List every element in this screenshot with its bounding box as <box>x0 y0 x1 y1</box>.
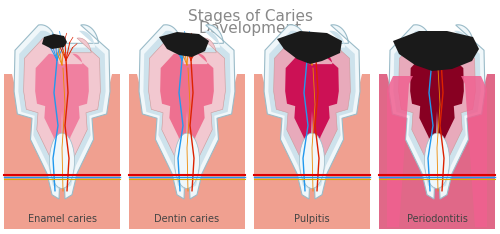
Polygon shape <box>144 31 231 189</box>
Polygon shape <box>160 54 214 151</box>
Polygon shape <box>254 74 370 229</box>
Text: Development: Development <box>198 21 302 36</box>
Text: Periodontitis: Periodontitis <box>406 214 468 224</box>
Ellipse shape <box>50 133 74 188</box>
Polygon shape <box>285 54 339 151</box>
Ellipse shape <box>174 133 200 188</box>
Text: Enamel caries: Enamel caries <box>28 214 96 224</box>
Text: Pulpitis: Pulpitis <box>294 214 330 224</box>
Polygon shape <box>129 74 245 229</box>
Polygon shape <box>379 174 495 229</box>
Polygon shape <box>264 25 360 199</box>
Polygon shape <box>14 25 110 199</box>
Polygon shape <box>387 76 413 227</box>
Ellipse shape <box>300 133 324 188</box>
Polygon shape <box>148 38 226 177</box>
Text: Dentin caries: Dentin caries <box>154 214 220 224</box>
Text: Stages of Caries: Stages of Caries <box>188 9 312 24</box>
Polygon shape <box>24 38 101 177</box>
Polygon shape <box>42 34 67 49</box>
Polygon shape <box>394 31 480 189</box>
Polygon shape <box>139 25 235 199</box>
Ellipse shape <box>424 133 450 188</box>
Polygon shape <box>254 174 370 229</box>
Polygon shape <box>35 54 89 151</box>
Polygon shape <box>129 174 245 229</box>
Polygon shape <box>393 31 479 71</box>
Polygon shape <box>274 38 350 177</box>
Polygon shape <box>18 31 106 189</box>
Polygon shape <box>389 25 485 199</box>
Polygon shape <box>268 31 356 189</box>
Polygon shape <box>461 76 487 227</box>
Polygon shape <box>159 32 209 57</box>
Polygon shape <box>410 54 464 151</box>
Polygon shape <box>4 174 120 229</box>
Polygon shape <box>379 74 495 229</box>
Polygon shape <box>4 74 120 229</box>
Polygon shape <box>398 38 475 177</box>
Polygon shape <box>277 31 342 64</box>
